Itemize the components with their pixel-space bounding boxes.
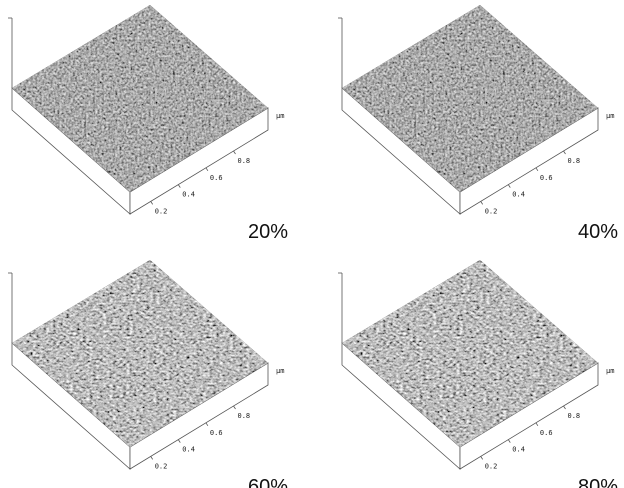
tick-label: 0.8 xyxy=(568,157,581,165)
panel-label: 20% xyxy=(248,221,288,243)
axis-tick xyxy=(564,151,566,154)
panel-label: 60% xyxy=(248,476,288,488)
axis-tick xyxy=(151,201,153,204)
afm-panel: 0.2 0.4 0.6 0.8 μm 80% xyxy=(338,260,618,488)
tick-label: 0.6 xyxy=(210,174,223,182)
tick-label: 0.2 xyxy=(155,462,168,470)
axis-tick xyxy=(178,185,180,188)
tick-label: 0.8 xyxy=(238,157,251,165)
tick-label: 0.6 xyxy=(540,174,553,182)
axis-tick xyxy=(508,185,510,188)
tick-label: 0.8 xyxy=(568,412,581,420)
axis-tick xyxy=(481,201,483,204)
tick-label: 0.4 xyxy=(182,191,195,199)
tick-label: 0.4 xyxy=(512,446,525,454)
axis-tick xyxy=(536,423,538,426)
tick-label: 0.4 xyxy=(182,446,195,454)
tick-label: 0.2 xyxy=(485,207,498,215)
axis-tick xyxy=(206,423,208,426)
axis-tick xyxy=(151,456,153,459)
tick-label: 0.6 xyxy=(210,429,223,437)
axis-unit: μm xyxy=(276,112,284,120)
axis-unit: μm xyxy=(276,367,284,375)
axis-tick xyxy=(536,168,538,171)
axis-tick xyxy=(206,168,208,171)
tick-label: 0.8 xyxy=(238,412,251,420)
tick-label: 0.6 xyxy=(540,429,553,437)
surface-texture xyxy=(342,5,598,192)
panel-label: 40% xyxy=(578,221,618,243)
axis-tick xyxy=(481,456,483,459)
afm-panel: 0.2 0.4 0.6 0.8 μm 60% xyxy=(8,260,288,488)
afm-panel: 0.2 0.4 0.6 0.8 μm 40% xyxy=(338,5,618,243)
surface-texture xyxy=(12,5,268,192)
tick-label: 0.2 xyxy=(155,207,168,215)
axis-unit: μm xyxy=(606,367,614,375)
panel-label: 80% xyxy=(578,476,618,488)
axis-tick xyxy=(178,440,180,443)
axis-tick xyxy=(234,151,236,154)
axis-tick xyxy=(234,406,236,409)
figure: 0.2 0.4 0.6 0.8 μm 20% 0.2 0.4 0.6 0.8 μm 40% 0.2 0.4… xyxy=(0,0,624,488)
tick-label: 0.4 xyxy=(512,191,525,199)
surface-texture xyxy=(12,260,268,447)
tick-label: 0.2 xyxy=(485,462,498,470)
surface-texture xyxy=(342,260,598,447)
axis-unit: μm xyxy=(606,112,614,120)
afm-panel: 0.2 0.4 0.6 0.8 μm 20% xyxy=(8,5,288,243)
axis-tick xyxy=(564,406,566,409)
axis-tick xyxy=(508,440,510,443)
